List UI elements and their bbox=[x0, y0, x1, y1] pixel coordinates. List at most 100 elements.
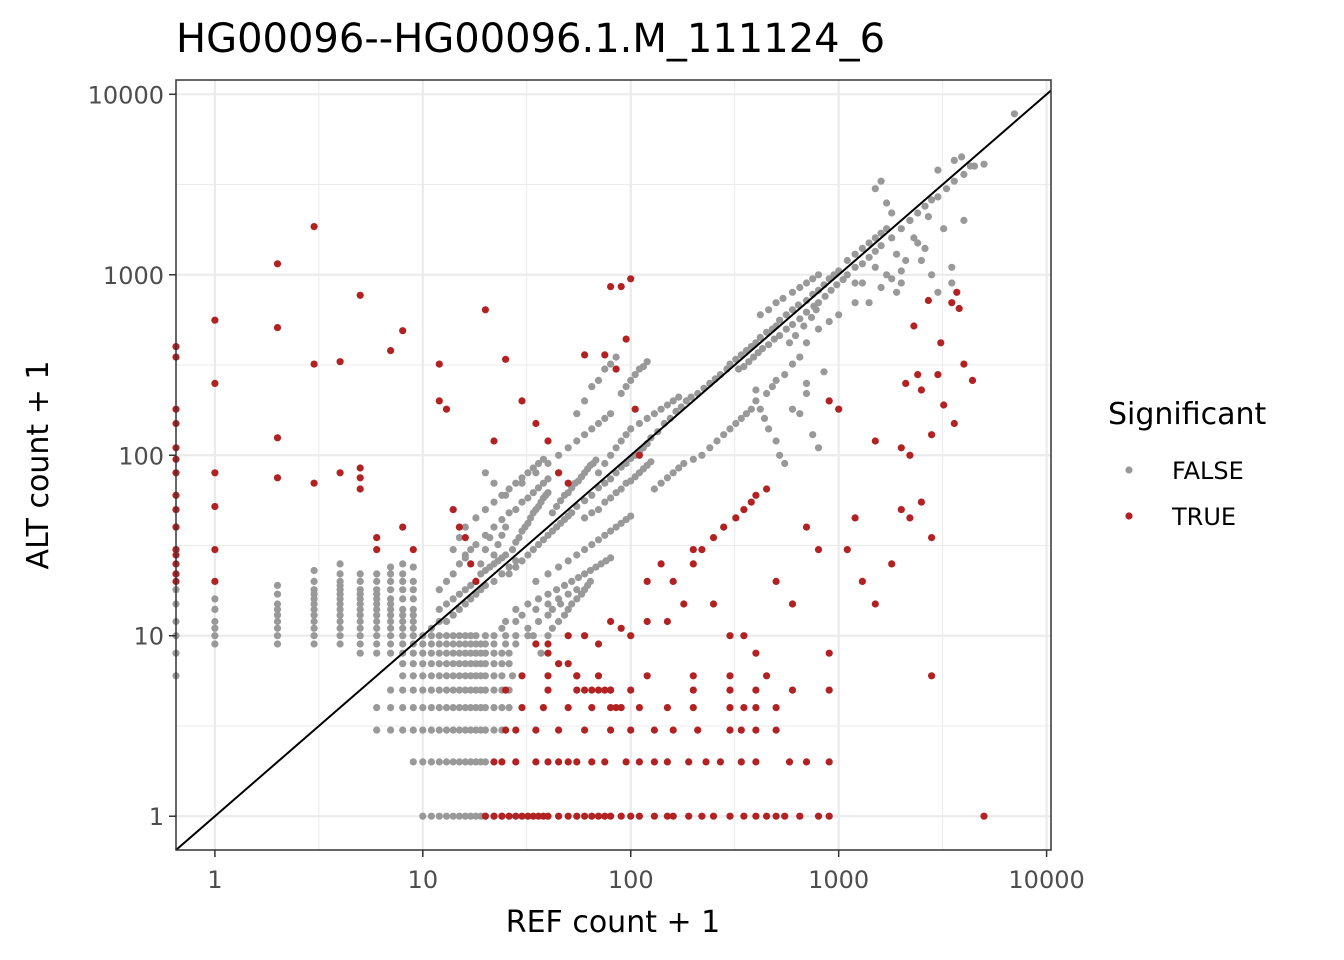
point-true bbox=[581, 632, 589, 640]
point-false bbox=[399, 640, 407, 648]
point-false bbox=[435, 726, 443, 734]
point-false bbox=[657, 405, 665, 413]
point-false bbox=[419, 812, 427, 820]
point-false bbox=[763, 389, 771, 398]
point-true bbox=[498, 758, 506, 766]
point-false bbox=[921, 244, 929, 252]
point-true bbox=[906, 451, 914, 459]
point-false bbox=[776, 451, 784, 459]
point-true bbox=[442, 405, 451, 413]
point-true bbox=[669, 577, 677, 586]
point-true bbox=[461, 534, 469, 542]
point-false bbox=[851, 279, 859, 287]
point-false bbox=[581, 397, 589, 405]
point-false bbox=[387, 605, 395, 614]
point-false bbox=[534, 617, 543, 626]
point-false bbox=[732, 355, 740, 363]
point-false bbox=[627, 425, 635, 433]
point-true bbox=[481, 812, 489, 820]
legend: Significant FALSE TRUE bbox=[1108, 397, 1267, 531]
point-false bbox=[211, 624, 219, 632]
point-false bbox=[555, 451, 563, 459]
point-false bbox=[639, 363, 648, 371]
point-true bbox=[937, 339, 945, 347]
point-true bbox=[924, 296, 933, 305]
point-true bbox=[505, 812, 513, 820]
point-false bbox=[588, 541, 596, 549]
point-true bbox=[472, 577, 480, 586]
legend-key-false bbox=[1125, 466, 1133, 474]
point-false bbox=[310, 632, 318, 640]
point-false bbox=[409, 758, 417, 766]
point-false bbox=[409, 605, 417, 614]
point-true bbox=[449, 506, 457, 514]
point-false bbox=[442, 649, 451, 657]
point-false bbox=[573, 551, 581, 559]
point-true bbox=[928, 431, 936, 439]
point-false bbox=[356, 577, 364, 586]
point-false bbox=[409, 586, 417, 594]
point-true bbox=[643, 672, 651, 680]
point-false bbox=[631, 371, 639, 379]
legend-label-false: FALSE bbox=[1172, 457, 1244, 485]
point-false bbox=[871, 263, 879, 271]
point-true bbox=[564, 704, 572, 712]
point-false bbox=[490, 479, 498, 487]
point-false bbox=[1010, 110, 1019, 118]
point-false bbox=[336, 640, 344, 648]
point-true bbox=[871, 437, 879, 445]
point-false bbox=[399, 586, 407, 594]
point-true bbox=[825, 758, 833, 766]
point-false bbox=[765, 425, 773, 433]
point-false bbox=[336, 570, 344, 578]
series-true-points bbox=[172, 223, 988, 820]
point-false bbox=[461, 640, 469, 648]
point-false bbox=[560, 611, 569, 619]
point-true bbox=[555, 469, 563, 477]
point-false bbox=[427, 649, 435, 657]
point-false bbox=[409, 649, 417, 657]
point-true bbox=[752, 686, 760, 694]
point-true bbox=[310, 479, 318, 487]
point-false bbox=[387, 577, 395, 586]
point-false bbox=[502, 632, 510, 640]
point-false bbox=[273, 640, 282, 648]
point-false bbox=[449, 611, 457, 619]
point-false bbox=[211, 617, 219, 626]
point-true bbox=[960, 360, 968, 368]
point-true bbox=[555, 812, 563, 820]
point-false bbox=[877, 229, 885, 237]
point-false bbox=[449, 726, 457, 734]
point-false bbox=[940, 225, 948, 233]
point-true bbox=[902, 379, 910, 387]
point-false bbox=[607, 475, 615, 483]
point-true bbox=[763, 672, 771, 680]
point-true bbox=[627, 275, 635, 283]
point-false bbox=[960, 216, 968, 224]
point-false bbox=[273, 632, 282, 640]
point-false bbox=[958, 153, 966, 161]
point-false bbox=[612, 489, 620, 497]
point-false bbox=[893, 288, 901, 296]
point-false bbox=[502, 640, 510, 648]
point-false bbox=[756, 311, 764, 319]
point-false bbox=[601, 459, 609, 468]
point-false bbox=[387, 600, 395, 608]
point-true bbox=[612, 365, 620, 373]
point-true bbox=[871, 600, 879, 608]
point-false bbox=[720, 431, 728, 439]
point-false bbox=[588, 425, 596, 433]
point-true bbox=[694, 726, 702, 734]
point-false bbox=[564, 557, 572, 565]
point-false bbox=[756, 405, 764, 413]
point-false bbox=[574, 574, 583, 582]
point-false bbox=[627, 512, 635, 520]
point-false bbox=[419, 640, 427, 648]
point-true bbox=[917, 386, 926, 394]
point-false bbox=[461, 632, 469, 640]
point-true bbox=[588, 704, 596, 712]
point-true bbox=[467, 560, 475, 568]
point-true bbox=[843, 546, 851, 554]
point-false bbox=[419, 726, 427, 734]
point-false bbox=[588, 509, 596, 517]
